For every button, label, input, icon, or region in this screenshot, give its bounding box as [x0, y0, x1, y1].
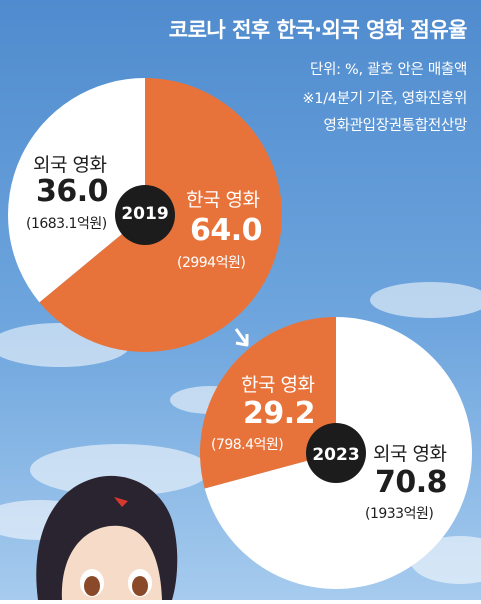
- character-illustration: [36, 475, 178, 600]
- chart-title: 코로나 전후 한국·외국 영화 점유율: [168, 18, 468, 42]
- pie2019-year-badge: [115, 185, 175, 245]
- pie2019-year-label: 2019: [121, 204, 169, 224]
- pie2019-korean-amount: (2994억원): [177, 255, 246, 271]
- pie2019-foreign-slice: [8, 78, 146, 303]
- pie2023-korean-slice: [200, 317, 336, 489]
- pie2019-foreign-value: 36.0: [36, 174, 109, 209]
- pie2023-korean-name: 한국 영화: [241, 374, 315, 396]
- pie2019-korean-name: 한국 영화: [186, 189, 260, 211]
- arrow-head: [235, 334, 249, 347]
- pie2023-foreign-value: 70.8: [375, 465, 448, 500]
- pie2023-year-badge: [306, 423, 366, 483]
- period-note: ※1/4분기 기준, 영화진흥위: [302, 91, 467, 107]
- pie2023-foreign-amount: (1933억원): [365, 506, 434, 522]
- pie2023-foreign-name: 외국 영화: [373, 443, 447, 465]
- pie2019-foreign-name: 외국 영화: [33, 154, 107, 176]
- pie2019-foreign-amount: (1683.1억원): [26, 216, 107, 232]
- pie2019-korean-value: 64.0: [190, 213, 263, 248]
- pie2023-year-label: 2023: [312, 445, 360, 465]
- arrow-line: [234, 328, 248, 344]
- unit-note: 단위: %, 괄호 안은 매출액: [310, 62, 467, 78]
- pie2023-korean-amount: (798.4억원): [211, 437, 284, 453]
- pie2023-korean-value: 29.2: [243, 396, 316, 431]
- source-note: 영화관입장권통합전산망: [323, 118, 468, 134]
